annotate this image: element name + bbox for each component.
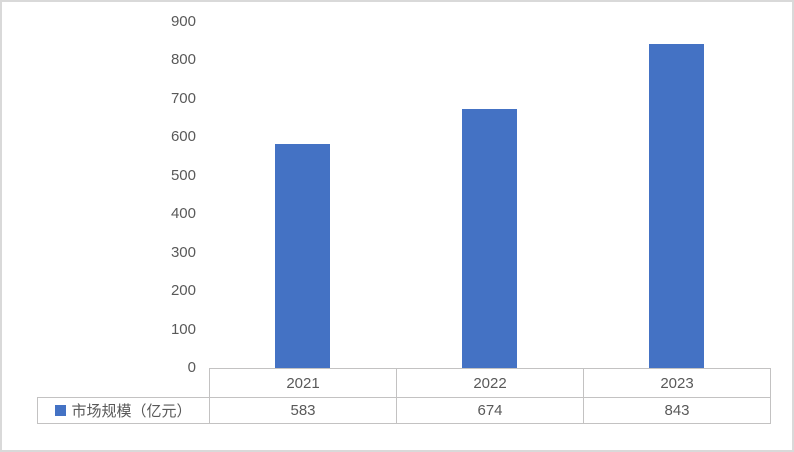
- y-axis: 900 800 700 600 500 400 300 200 100 0: [2, 2, 196, 450]
- value-cell-2022: 674: [396, 397, 584, 424]
- series-color-swatch-icon: [55, 405, 67, 416]
- y-tick-label: 700: [170, 90, 196, 107]
- data-table: 2021 2022 2023 市场规模（亿元） 583 674 843: [37, 368, 771, 424]
- y-tick-label: 300: [170, 244, 196, 261]
- y-tick-label: 400: [170, 205, 196, 222]
- y-tick-label: 0: [187, 359, 196, 376]
- bar-2023: [649, 44, 704, 368]
- y-tick-label: 500: [170, 167, 196, 184]
- value-cell-2023: 843: [583, 397, 771, 424]
- y-tick-label: 100: [170, 321, 196, 338]
- y-tick-label: 900: [170, 13, 196, 30]
- category-label-2023: 2023: [583, 368, 771, 398]
- legend-cell: 市场规模（亿元）: [37, 397, 210, 424]
- table-row-values: 市场规模（亿元） 583 674 843: [37, 397, 771, 424]
- category-label-2021: 2021: [209, 368, 397, 398]
- y-tick-label: 600: [170, 128, 196, 145]
- bar-2021: [275, 144, 330, 368]
- category-label-2022: 2022: [396, 368, 584, 398]
- y-tick-label: 800: [170, 51, 196, 68]
- series-name-label: 市场规模（亿元）: [71, 403, 192, 420]
- plot-area: [208, 2, 770, 368]
- table-row-years: 2021 2022 2023: [38, 368, 771, 398]
- y-tick-label: 200: [170, 282, 196, 299]
- bar-2022: [462, 109, 517, 368]
- value-cell-2021: 583: [209, 397, 397, 424]
- table-corner-cell: [38, 369, 210, 398]
